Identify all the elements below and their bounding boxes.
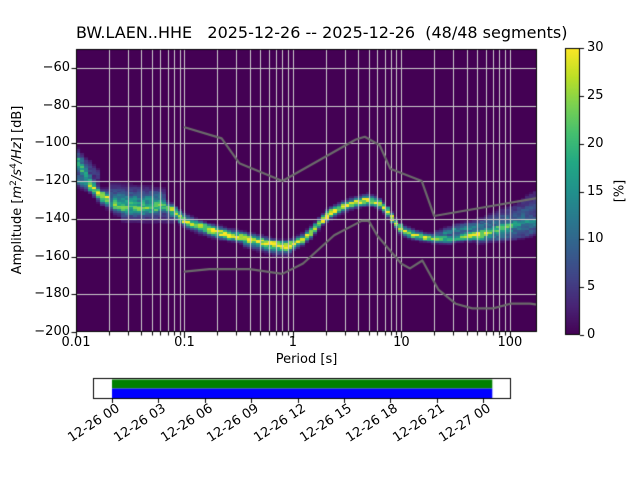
y-label-sup4: 4 <box>8 163 19 169</box>
y-tick-label: −180 <box>34 286 70 302</box>
y-tick-label: −60 <box>42 59 70 75</box>
y-tick-label: −140 <box>34 210 70 226</box>
colorbar-tick-label: 30 <box>587 40 604 55</box>
x-tick-label: 0.1 <box>174 335 195 350</box>
colorbar-tick-label: 20 <box>587 135 604 151</box>
y-tick-label: −80 <box>42 97 70 113</box>
x-tick-label: 10 <box>393 335 410 350</box>
x-tick-label: 1 <box>288 335 298 350</box>
colorbar-tick-label: 0 <box>587 327 596 342</box>
y-tick-label: −100 <box>34 135 70 151</box>
colorbar-tick-label: 5 <box>587 279 596 295</box>
colorbar-label: [%] <box>612 179 628 203</box>
colorbar-tick-label: 15 <box>587 183 604 199</box>
y-tick-label: −200 <box>34 324 70 339</box>
x-axis-label: Period [s] <box>275 352 338 367</box>
plot-title: BW.LAEN..HHE 2025-12-26 -- 2025-12-26 (4… <box>76 23 568 42</box>
x-tick-label: 100 <box>497 335 523 350</box>
colorbar-tick-label: 10 <box>587 231 604 247</box>
x-tick-label: 0.01 <box>61 335 91 350</box>
y-tick-label: −120 <box>34 173 70 189</box>
y-tick-label: −160 <box>34 248 70 264</box>
colorbar-tick-label: 25 <box>587 87 604 103</box>
